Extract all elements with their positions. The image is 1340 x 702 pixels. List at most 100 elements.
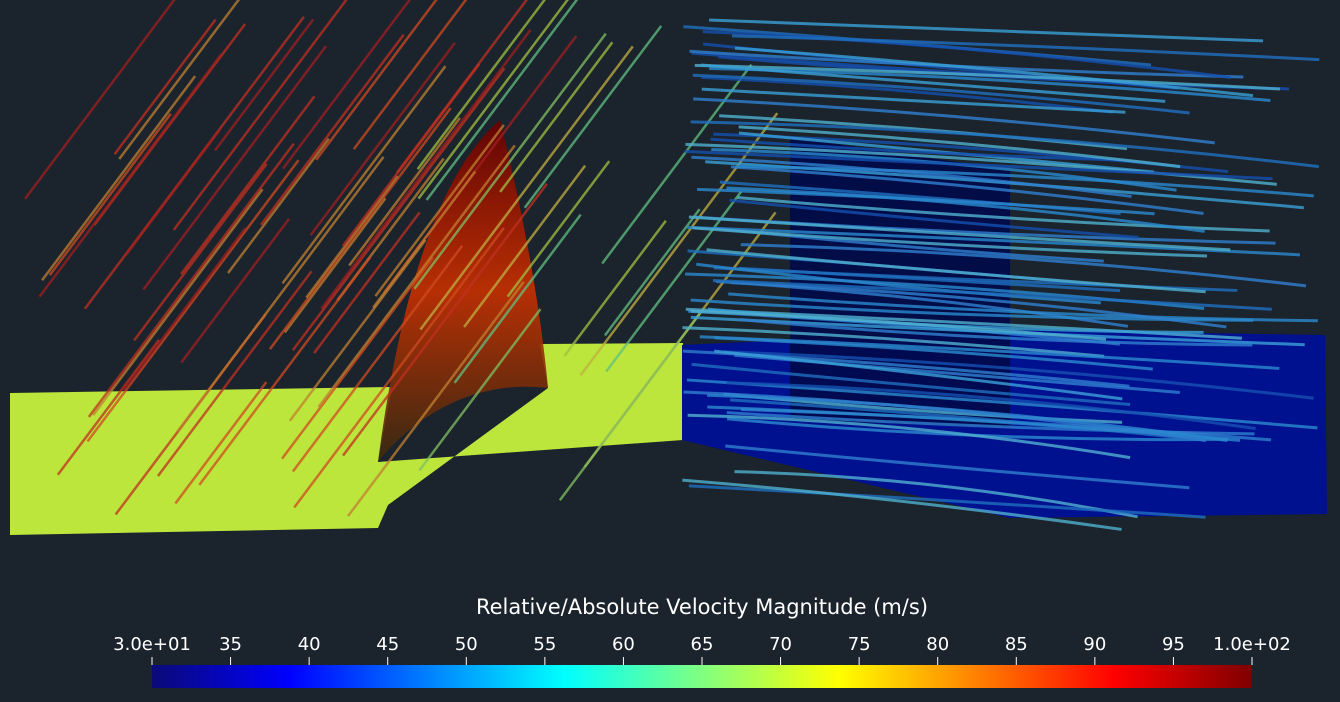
streamline bbox=[320, 29, 532, 310]
streamline bbox=[348, 117, 461, 267]
streamlines bbox=[24, 0, 1320, 531]
streamline bbox=[710, 137, 1121, 162]
streamline bbox=[38, 53, 223, 298]
streamline bbox=[281, 0, 412, 170]
streamline bbox=[56, 339, 161, 476]
streamline bbox=[523, 25, 663, 209]
tick-label: 55 bbox=[533, 634, 556, 655]
colorbar-scale bbox=[152, 665, 1252, 688]
streamline bbox=[737, 164, 1314, 198]
streamline bbox=[729, 198, 1139, 239]
tick-label: 80 bbox=[926, 634, 949, 655]
streamline bbox=[123, 227, 247, 391]
streamline bbox=[260, 33, 405, 226]
streamline bbox=[341, 63, 481, 247]
streamline bbox=[309, 42, 456, 236]
streamline bbox=[682, 326, 1105, 358]
streamline bbox=[281, 65, 447, 285]
streamline bbox=[463, 164, 587, 328]
streamline bbox=[315, 0, 438, 161]
streamline bbox=[723, 350, 1314, 400]
streamline bbox=[687, 413, 1131, 460]
streamline bbox=[682, 478, 1122, 531]
streamline bbox=[605, 190, 743, 373]
streamline bbox=[180, 95, 316, 275]
streamline bbox=[690, 120, 1319, 169]
streamline bbox=[133, 163, 268, 342]
streamline bbox=[418, 308, 542, 472]
streamline bbox=[317, 144, 516, 408]
tick-label: 70 bbox=[769, 634, 792, 655]
streamline bbox=[453, 213, 582, 384]
streamline bbox=[352, 0, 468, 150]
streamline bbox=[48, 112, 172, 276]
streamline bbox=[684, 149, 1273, 181]
streamline bbox=[579, 112, 779, 377]
streamline bbox=[342, 183, 548, 457]
streamline bbox=[687, 225, 1300, 257]
streamline bbox=[603, 208, 701, 337]
tick-label: 85 bbox=[1005, 634, 1028, 655]
streamline bbox=[346, 281, 525, 517]
streamline bbox=[688, 215, 1231, 252]
streamline bbox=[740, 243, 1307, 288]
streamline bbox=[313, 211, 421, 354]
streamline bbox=[41, 75, 197, 281]
streamline bbox=[417, 0, 569, 200]
streamline bbox=[24, 0, 176, 200]
streamline bbox=[725, 444, 1190, 490]
streamline bbox=[693, 97, 1215, 145]
colorbar: 3.0e+01 35 40 45 50 55 60 65 70 75 80 85 90 95 1.0e+02 bbox=[113, 634, 1291, 688]
streamline bbox=[124, 129, 221, 257]
streamline bbox=[696, 187, 1155, 216]
streamline bbox=[731, 34, 1320, 62]
rotor-blade bbox=[378, 120, 548, 462]
streamline bbox=[293, 227, 505, 509]
streamline bbox=[172, 0, 348, 231]
streamline bbox=[425, 0, 579, 201]
streamline bbox=[700, 63, 1166, 103]
streamline bbox=[227, 137, 330, 274]
streamline bbox=[413, 32, 607, 290]
streamline bbox=[692, 73, 1190, 115]
streamline bbox=[174, 381, 268, 505]
streamline bbox=[118, 0, 241, 160]
streamline bbox=[558, 310, 703, 501]
streamline bbox=[416, 0, 547, 170]
streamline bbox=[305, 175, 399, 299]
streamline bbox=[291, 244, 464, 473]
streamline bbox=[288, 239, 427, 422]
streamline bbox=[683, 390, 1207, 443]
tick-label: 1.0e+02 bbox=[1213, 634, 1291, 655]
tick-label: 95 bbox=[1162, 634, 1185, 655]
tick-label: 75 bbox=[848, 634, 871, 655]
streamline bbox=[374, 124, 505, 297]
streamline bbox=[702, 30, 1231, 79]
streamline bbox=[696, 262, 1101, 305]
streamline bbox=[506, 160, 611, 298]
colorbar-title: Relative/Absolute Velocity Magnitude (m/… bbox=[476, 595, 928, 619]
streamline bbox=[180, 217, 291, 364]
streamline bbox=[714, 336, 1153, 371]
streamline bbox=[563, 219, 667, 357]
tick-label: 60 bbox=[612, 634, 635, 655]
streamline bbox=[291, 67, 506, 352]
streamline bbox=[726, 186, 1205, 233]
tick-label: 35 bbox=[219, 634, 242, 655]
streamline bbox=[737, 196, 1270, 233]
streamline bbox=[198, 256, 372, 486]
streamline bbox=[142, 45, 327, 291]
tick-label: 65 bbox=[691, 634, 714, 655]
streamline bbox=[176, 156, 385, 433]
streamline bbox=[739, 317, 1253, 347]
streamline bbox=[694, 63, 1281, 91]
streamline bbox=[688, 484, 1206, 519]
tick-label: 40 bbox=[298, 634, 321, 655]
streamline bbox=[87, 142, 295, 418]
streamline bbox=[92, 188, 264, 416]
streamline bbox=[601, 63, 753, 265]
streamline bbox=[738, 125, 1181, 169]
streamline bbox=[156, 270, 313, 477]
tick-label: 50 bbox=[455, 634, 478, 655]
